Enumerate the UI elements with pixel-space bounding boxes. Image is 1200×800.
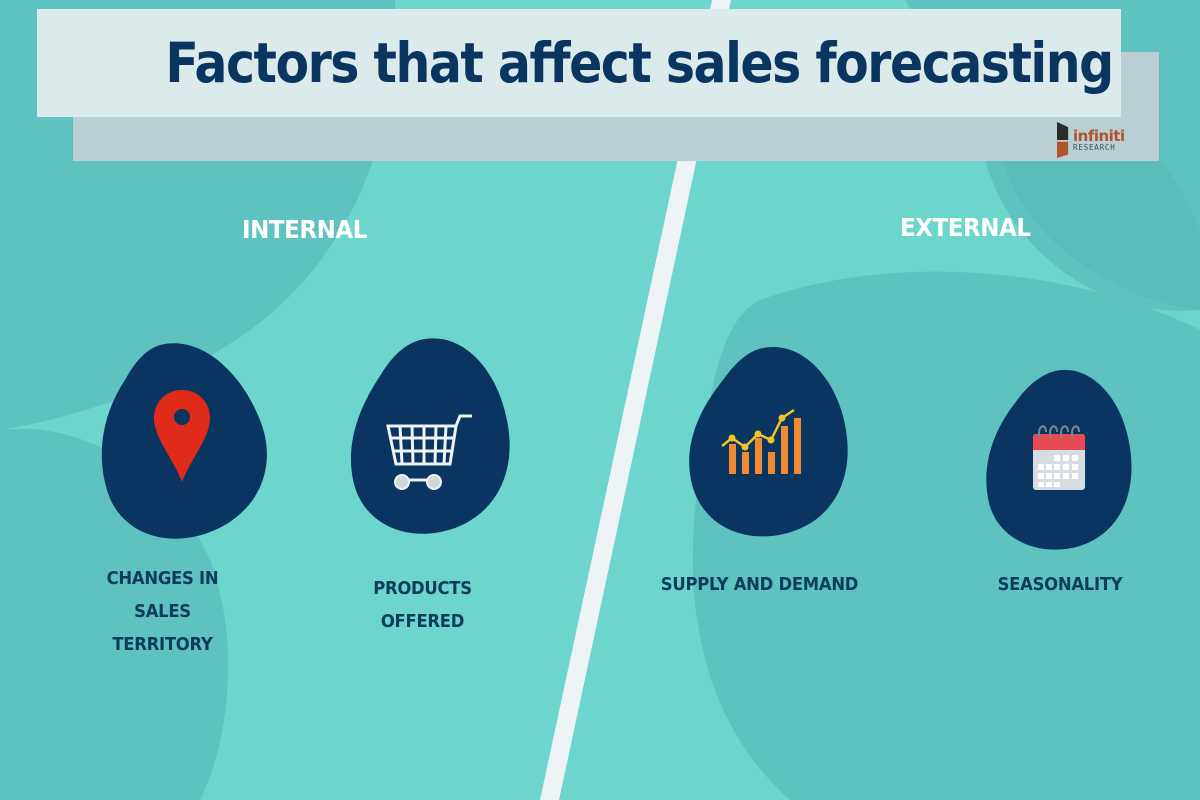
map-pin-icon xyxy=(154,390,210,482)
factor-label-supply-and-demand: SUPPLY AND DEMAND xyxy=(660,575,859,595)
factor-blob xyxy=(350,338,510,534)
page-title: Factors that affect sales forecasting xyxy=(165,31,1114,95)
internal-heading: INTERNAL xyxy=(242,215,367,244)
factor-label-changes-in-sales-territory: CHANGES IN SALES TERRITORY xyxy=(106,569,219,655)
title-panel: Factors that affect sales forecasting xyxy=(37,9,1121,117)
logo-name: infiniti xyxy=(1073,126,1125,145)
calendar-icon xyxy=(1033,425,1085,490)
factor-label-products-offered: PRODUCTS OFFERED xyxy=(373,579,472,632)
bar-line-chart-icon xyxy=(721,408,801,474)
external-heading: EXTERNAL xyxy=(900,213,1031,242)
logo-subtitle: RESEARCH xyxy=(1073,142,1116,152)
factor-label-seasonality: SEASONALITY xyxy=(997,575,1123,595)
logo-mark-icon xyxy=(1057,122,1069,158)
infiniti-research-logo: infiniti RESEARCH xyxy=(1057,119,1125,161)
shopping-cart-icon xyxy=(386,414,472,490)
